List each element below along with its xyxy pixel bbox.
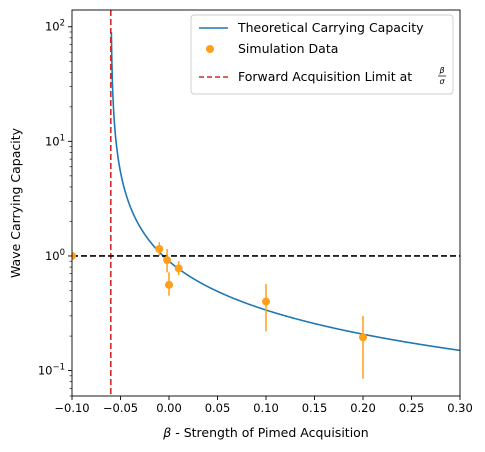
legend-marker-simulation xyxy=(206,45,214,53)
legend-box xyxy=(190,14,454,95)
legend-label-forward-limit: Forward Acquisition Limit at xyxy=(238,69,412,84)
y-tick-label-base-2: 10 xyxy=(45,134,60,148)
legend-label-simulation: Simulation Data xyxy=(238,41,338,56)
x-tick-label-2: 0.00 xyxy=(156,401,182,415)
x-axis-label-symbol: β xyxy=(162,425,171,440)
y-tick-label-2: 101 xyxy=(45,133,65,148)
y-tick-label-exp-0: −1 xyxy=(52,363,65,373)
simulation-point-3 xyxy=(165,280,173,289)
simulation-point-5 xyxy=(262,297,270,306)
y-tick-label-base-1: 10 xyxy=(45,249,60,263)
plot-area xyxy=(72,10,460,396)
y-tick-label-1: 100 xyxy=(45,248,65,263)
simulation-point-4 xyxy=(174,264,183,273)
x-axis-label: β - Strength of Pimed Acquisition xyxy=(162,425,368,440)
simulation-point-1 xyxy=(155,245,164,254)
y-tick-label-base-0: 10 xyxy=(38,364,53,378)
x-tick-label-1: −0.05 xyxy=(103,401,138,415)
legend-label-theoretical: Theoretical Carrying Capacity xyxy=(237,20,424,35)
x-tick-label-0: −0.10 xyxy=(54,401,89,415)
axes-ticks: −0.10 −0.05 0.00 0.05 0.10 0.15 0.20 0.25 0.3010… xyxy=(38,19,473,415)
y-axis-label: Wave Carrying Capacity xyxy=(8,127,23,278)
y-tick-label-0: 10−1 xyxy=(38,363,65,378)
axes-frame xyxy=(71,9,461,397)
x-tick-label-8: 0.30 xyxy=(447,401,473,415)
y-tick-label-base-3: 10 xyxy=(45,20,60,34)
legend: Theoretical Carrying Capacity Simulation… xyxy=(190,14,454,95)
x-tick-label-7: 0.25 xyxy=(399,401,425,415)
legend-fraction-numerator: β xyxy=(438,66,444,75)
y-tick-label-3: 102 xyxy=(45,19,65,34)
x-tick-label-6: 0.20 xyxy=(350,401,376,415)
simulation-point-6 xyxy=(359,333,367,342)
y-tick-label-exp-2: 1 xyxy=(60,133,65,143)
plot-content xyxy=(72,10,460,396)
y-tick-label-exp-3: 2 xyxy=(60,19,65,29)
simulation-point-2 xyxy=(163,256,172,265)
x-tick-label-3: 0.05 xyxy=(205,401,231,415)
legend-fraction-denominator: σ xyxy=(439,77,445,86)
simulation-point-0 xyxy=(72,251,76,260)
x-tick-label-5: 0.15 xyxy=(302,401,328,415)
x-tick-label-4: 0.10 xyxy=(253,401,279,415)
y-tick-label-exp-1: 0 xyxy=(60,248,65,258)
x-axis-label-text: - Strength of Pimed Acquisition xyxy=(171,425,369,440)
